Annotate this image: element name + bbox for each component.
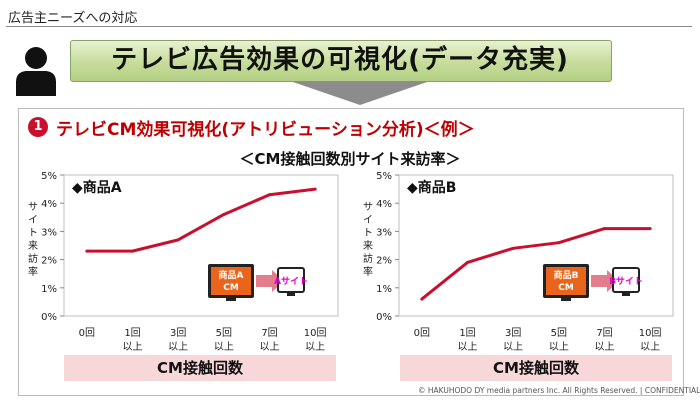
y-tick-label: 4% [41,199,57,210]
section-number-badge: 1 [28,117,48,137]
y-tick-label: 4% [376,199,392,210]
x-tick-label: 7回以上 [595,327,615,353]
copyright-notice: © HAKUHODO DY media partners Inc. All Ri… [418,386,700,395]
data-point [511,246,515,250]
site-label: Bサイト [609,276,643,287]
tv-label-line2: CM [558,283,574,293]
x-axis-label-b: CM接触回数 [400,355,672,381]
x-tick-label: 3回以上 [503,327,523,353]
header-divider [6,26,692,27]
y-tick-label: 3% [376,227,392,238]
y-tick-label: 0% [41,312,57,323]
x-tick-label: 1回以上 [123,327,143,353]
data-point [557,241,561,245]
y-tick-label: 2% [41,256,57,267]
data-point [648,227,652,231]
series-line [86,187,316,253]
tv-screen [546,267,586,295]
y-axis-label: サイト来訪率 [363,201,373,278]
data-point [131,249,134,253]
x-tick-label: 0回 [414,327,430,339]
x-tick-label: 5回以上 [214,327,234,353]
tv-label-line2: CM [223,283,239,293]
tv-label-line1: 商品A [219,269,244,281]
tv-stand [226,298,236,301]
x-tick-label: 10回以上 [304,327,327,353]
y-tick-label: 0% [376,312,392,323]
y-tick-label: 2% [376,256,392,267]
y-tick-label: 5% [41,171,57,182]
x-tick-label: 3回以上 [168,327,188,353]
down-arrow-icon [290,81,430,105]
chart-product-a: 0% 1% 2% 3% 4% 5% サイト来訪率 0回 1回以上 3回以上 5回以上 7回以上 10回以… [28,171,339,353]
site-device-stand [287,292,295,296]
tv-screen [211,267,251,295]
data-point [603,227,606,231]
plot-area [63,174,339,317]
tv-stand [561,298,571,301]
y-axis-label: サイト来訪率 [28,201,38,278]
site-device-stand [622,292,630,296]
data-point [176,238,180,242]
data-point [466,260,469,264]
data-point [420,297,424,301]
x-tick-label: 5回以上 [549,327,569,353]
y-tick-label: 3% [41,227,57,238]
chart-product-b: 0% 1% 2% 3% 4% 5% サイト来訪率 0回 1回以上 3回以上 5回以上 7回以上 10回以… [363,171,674,353]
product-title: ◆商品A [72,179,122,196]
data-point [268,193,271,197]
data-point [222,212,226,216]
x-tick-label: 0回 [79,327,95,339]
data-point [85,249,89,253]
x-tick-label: 1回以上 [458,327,478,353]
x-axis-label-a: CM接触回数 [64,355,336,381]
series-line [420,227,651,301]
tv-label-line1: 商品B [554,269,579,281]
person-silhouette-icon [16,47,56,96]
data-point [313,187,317,191]
chart-title: ＜CM接触回数別サイト来訪率＞ [239,150,461,168]
banner-title: テレビ広告効果の可視化(データ充実) [111,45,569,75]
x-tick-label: 7回以上 [260,327,280,353]
page-header: 広告主ニーズへの対応 [8,11,138,26]
site-label: Aサイト [274,276,308,287]
product-title: ◆商品B [407,179,456,196]
y-tick-label: 5% [376,171,392,182]
y-tick-label: 1% [41,284,57,295]
section-title: テレビCM効果可視化(アトリビューション分析)＜例＞ [56,120,475,140]
y-tick-label: 1% [376,284,392,295]
x-tick-label: 10回以上 [639,327,662,353]
banner [70,40,612,82]
